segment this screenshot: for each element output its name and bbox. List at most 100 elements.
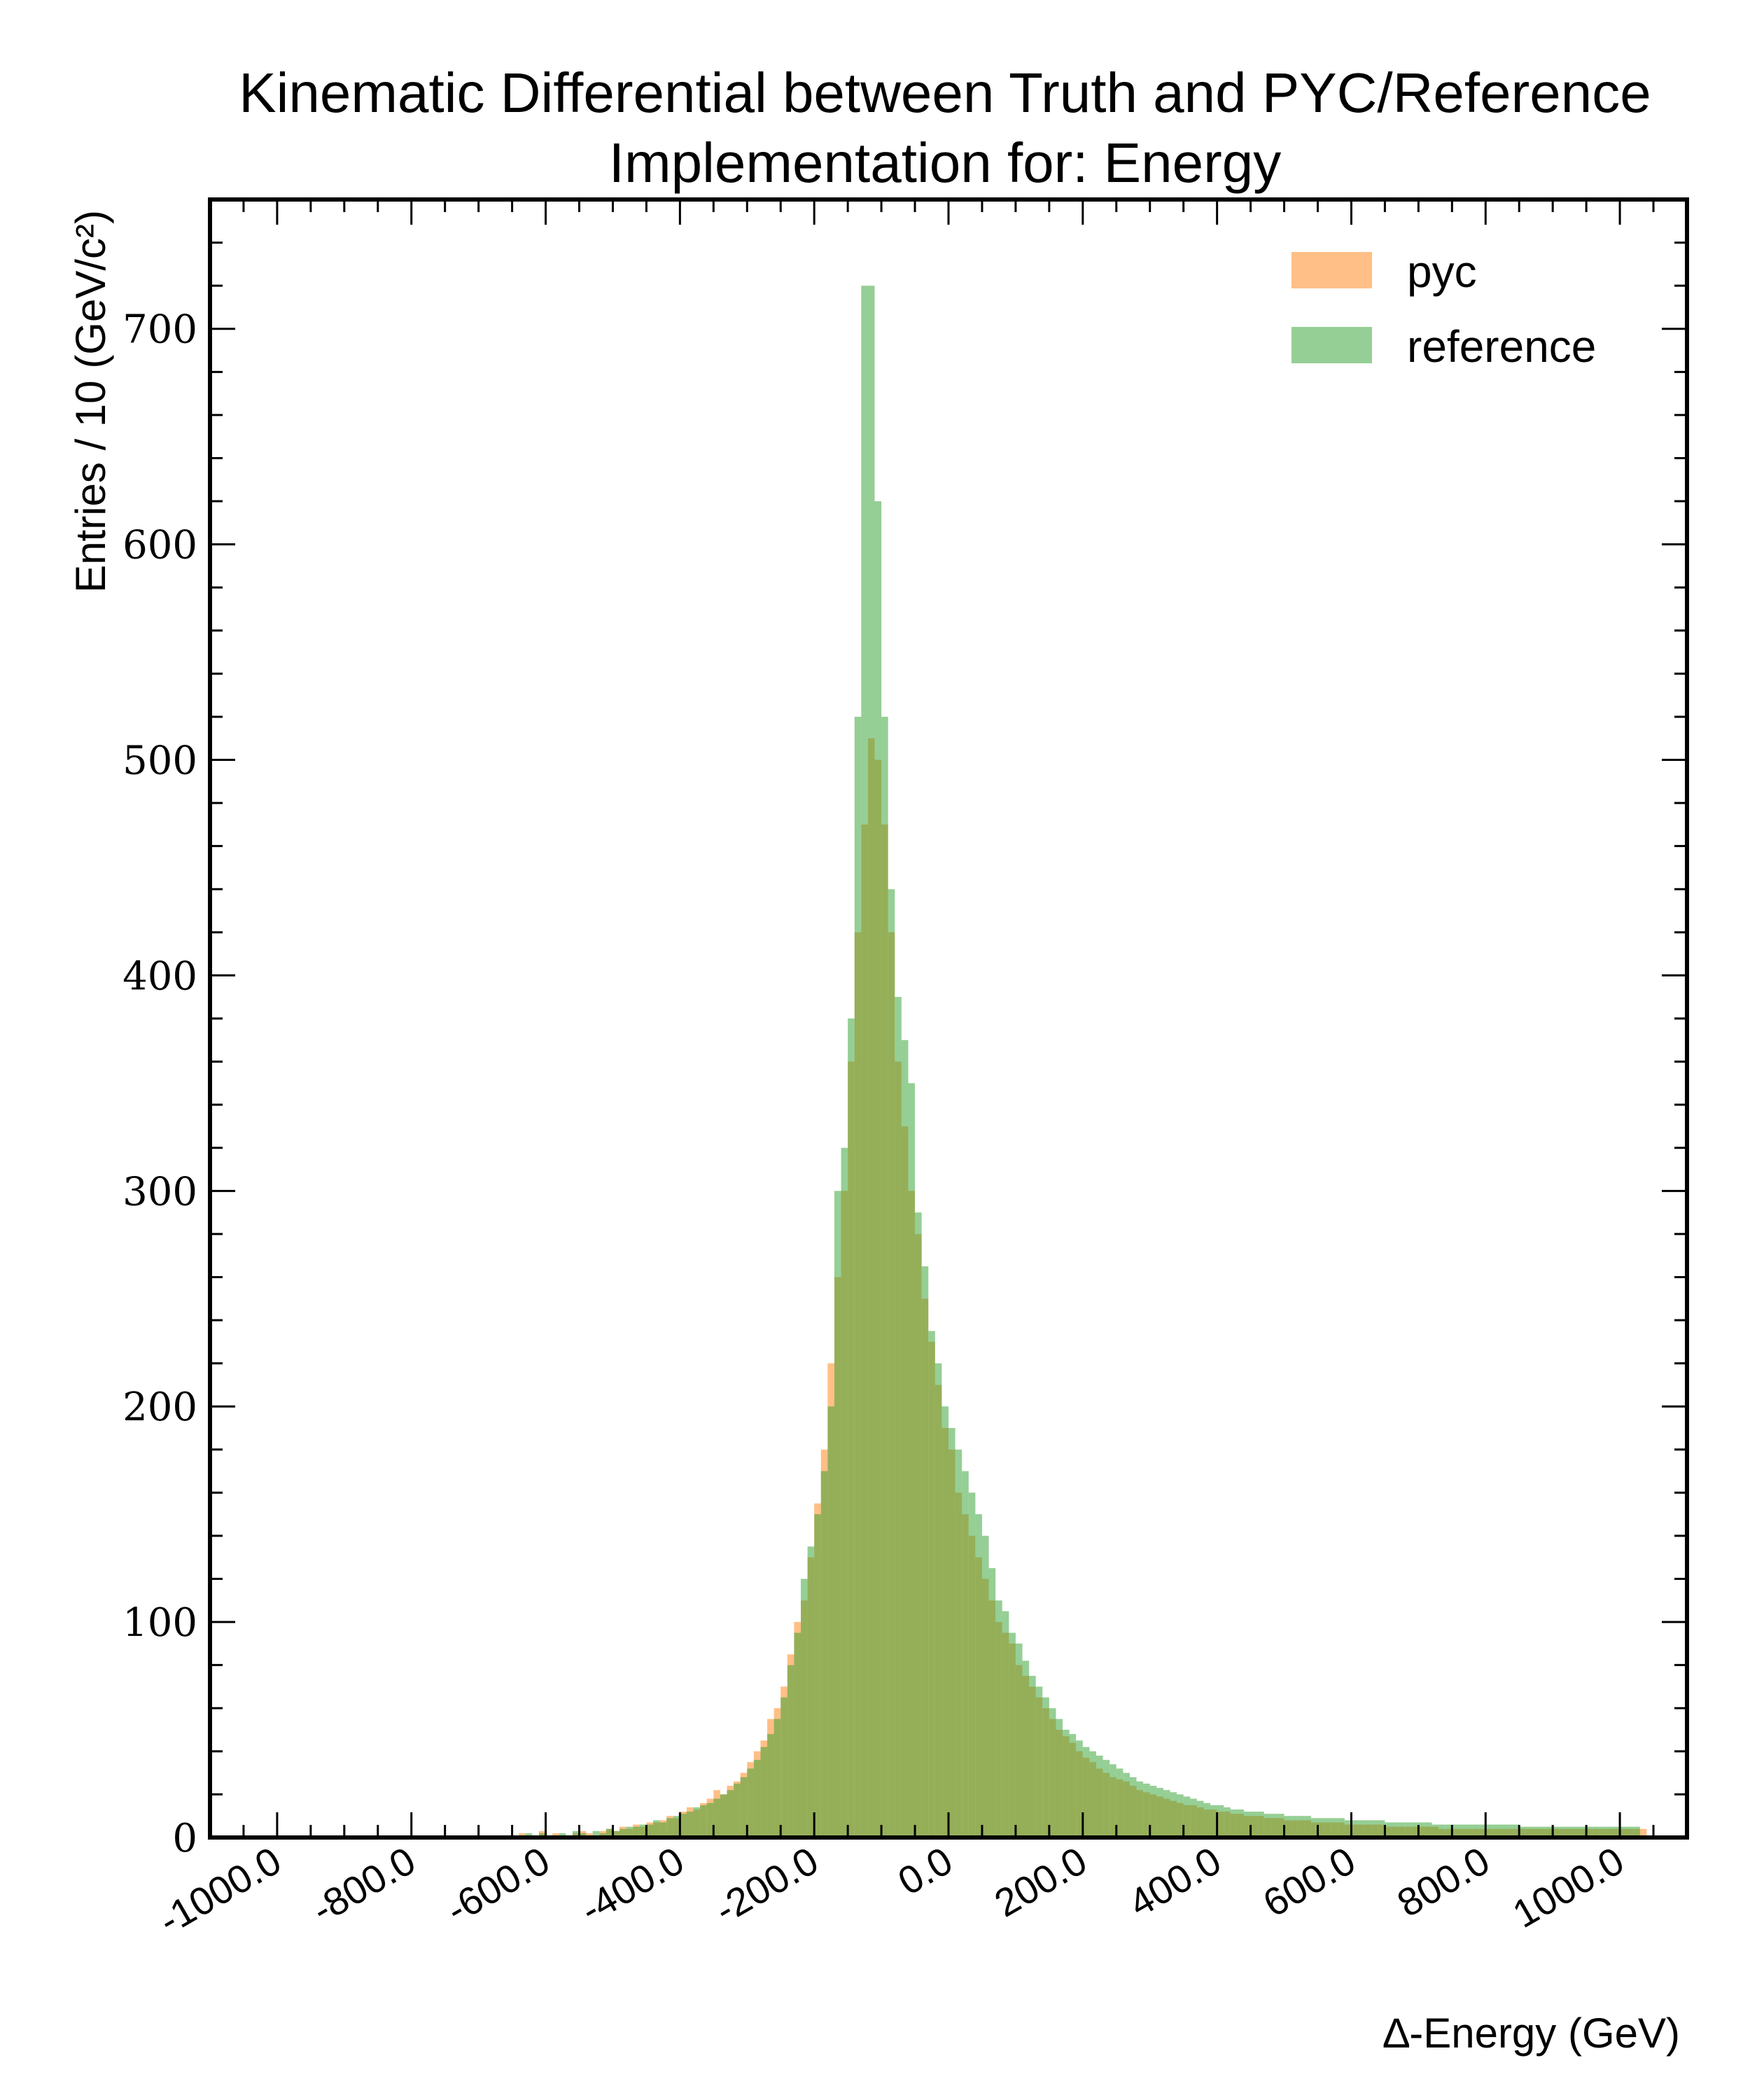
bar-reference — [1110, 1764, 1116, 1837]
bar-reference — [1170, 1792, 1177, 1837]
bar-reference — [1250, 1812, 1258, 1837]
bar-reference — [1035, 1686, 1043, 1837]
bar-reference — [1525, 1826, 1533, 1837]
bar-reference — [1385, 1822, 1392, 1837]
bar-reference — [1156, 1788, 1163, 1837]
bar-pyc — [1639, 1828, 1647, 1837]
bar-reference — [1371, 1820, 1378, 1837]
bar-reference — [1606, 1826, 1614, 1837]
bar-reference — [1458, 1824, 1466, 1837]
bar-reference — [1424, 1822, 1432, 1837]
bar-reference — [1196, 1800, 1204, 1837]
x-tick-label: 600.0 — [1256, 1838, 1363, 1926]
bar-reference — [874, 501, 882, 1837]
bar-pyc — [519, 1833, 526, 1837]
bar-reference — [1445, 1824, 1452, 1837]
bar-reference — [734, 1784, 741, 1837]
bar-reference — [579, 1833, 587, 1837]
legend: pyc reference — [1292, 246, 1596, 372]
bar-reference — [1264, 1814, 1271, 1837]
chart-title-line-1: Kinematic Differential between Truth and… — [239, 62, 1651, 124]
bar-reference — [1270, 1814, 1278, 1837]
bar-reference — [1102, 1760, 1110, 1837]
bar-reference — [1392, 1822, 1399, 1837]
bar-reference — [1029, 1676, 1036, 1837]
bar-reference — [780, 1697, 788, 1837]
x-tick-label: 0.0 — [890, 1838, 960, 1903]
bar-reference — [1143, 1784, 1150, 1837]
bar-reference — [706, 1802, 714, 1837]
bar-reference — [760, 1746, 768, 1837]
bar-reference — [1506, 1824, 1513, 1837]
bar-reference — [867, 286, 875, 1837]
y-tick-label: 600 — [122, 523, 197, 568]
bar-reference — [1472, 1824, 1479, 1837]
bar-reference — [1586, 1826, 1593, 1837]
bar-reference — [921, 1266, 929, 1837]
bar-reference — [895, 997, 902, 1837]
bar-reference — [686, 1812, 694, 1837]
bar-reference — [1405, 1822, 1412, 1837]
bar-reference — [827, 1406, 834, 1837]
x-tick-label: -1000.0 — [151, 1838, 288, 1943]
bar-reference — [1378, 1820, 1385, 1837]
bar-reference — [1257, 1812, 1264, 1837]
y-tick-label: 700 — [122, 307, 197, 353]
bar-reference — [1499, 1824, 1506, 1837]
bar-reference — [620, 1828, 626, 1837]
bar-reference — [934, 1363, 942, 1837]
bar-reference — [1190, 1798, 1197, 1837]
bar-reference — [1129, 1777, 1137, 1837]
bar-reference — [1338, 1818, 1345, 1837]
y-tick-label: 300 — [122, 1169, 197, 1214]
bar-reference — [639, 1824, 647, 1837]
bar-reference — [801, 1578, 808, 1837]
bar-reference — [1512, 1824, 1520, 1837]
bar-reference — [559, 1833, 566, 1837]
bar-reference — [1284, 1816, 1292, 1837]
bar-reference — [1351, 1820, 1359, 1837]
bar-reference — [753, 1760, 761, 1837]
bar-reference — [1432, 1824, 1439, 1837]
legend-label-pyc: pyc — [1407, 246, 1477, 297]
bar-reference — [693, 1807, 701, 1837]
bar-reference — [1210, 1805, 1217, 1837]
series-pyc-bars — [519, 738, 1647, 1837]
bar-reference — [1123, 1772, 1130, 1837]
bar-reference — [1546, 1826, 1553, 1837]
bar-reference — [1553, 1826, 1560, 1837]
bar-reference — [1183, 1796, 1191, 1837]
bar-reference — [1009, 1632, 1016, 1837]
bar-reference — [848, 1018, 855, 1837]
bar-reference — [1519, 1826, 1526, 1837]
bar-reference — [1539, 1826, 1546, 1837]
bar-reference — [1237, 1809, 1244, 1837]
bar-reference — [1277, 1814, 1284, 1837]
bar-reference — [1418, 1822, 1425, 1837]
bar-reference — [1566, 1826, 1573, 1837]
bar-reference — [1600, 1826, 1606, 1837]
bar-reference — [1136, 1781, 1144, 1837]
x-tick-label: -600.0 — [439, 1838, 557, 1932]
bar-reference — [1344, 1820, 1352, 1837]
y-axis-label: Entries / 10 (GeV/c²) — [67, 210, 114, 593]
bar-reference — [1592, 1826, 1600, 1837]
bar-reference — [659, 1822, 667, 1837]
series-reference-bars — [519, 286, 1640, 1837]
bar-reference — [1082, 1746, 1090, 1837]
bar-reference — [1532, 1826, 1539, 1837]
legend-label-reference: reference — [1407, 321, 1596, 372]
bar-reference — [1291, 1816, 1298, 1837]
bar-reference — [1304, 1816, 1311, 1837]
bar-reference — [908, 1083, 916, 1837]
bar-reference — [1485, 1824, 1492, 1837]
plot-frame — [208, 197, 1689, 1840]
bar-reference — [747, 1768, 754, 1837]
y-tick-label: 400 — [122, 953, 197, 999]
bar-reference — [606, 1828, 613, 1837]
bar-reference — [1217, 1805, 1224, 1837]
bar-reference — [720, 1794, 727, 1837]
bar-reference — [787, 1665, 794, 1837]
bar-reference — [888, 889, 895, 1837]
